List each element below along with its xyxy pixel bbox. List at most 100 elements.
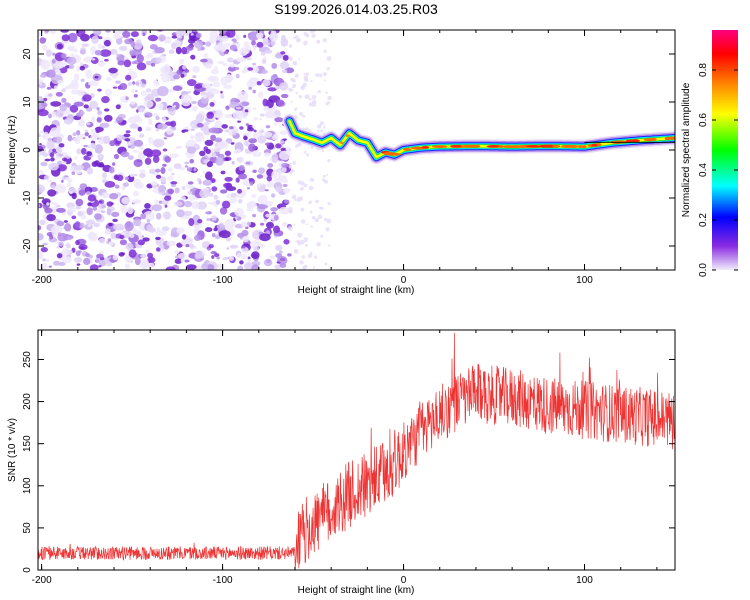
noise-cell <box>275 143 282 149</box>
noise-cell <box>317 214 323 219</box>
noise-cell <box>39 219 46 226</box>
noise-cell <box>193 245 197 249</box>
noise-cell <box>316 219 319 222</box>
noise-cell <box>129 50 136 56</box>
noise-cell <box>120 231 126 235</box>
noise-cell <box>188 30 193 33</box>
noise-cell <box>191 201 200 210</box>
noise-cell <box>123 59 132 68</box>
noise-cell <box>54 184 67 194</box>
noise-cell <box>205 171 213 181</box>
noise-cell <box>211 233 216 238</box>
noise-cell <box>125 96 129 101</box>
noise-cell <box>96 253 104 259</box>
noise-cell <box>91 128 96 135</box>
noise-cell <box>90 133 98 142</box>
ridge-peak <box>630 139 640 143</box>
noise-cell <box>309 177 314 182</box>
noise-cell <box>297 232 303 238</box>
noise-cell <box>195 32 202 39</box>
noise-cell <box>275 186 282 193</box>
noise-cell <box>39 74 47 78</box>
noise-cell <box>243 135 248 141</box>
noise-cell <box>208 192 214 197</box>
noise-cell <box>188 218 195 227</box>
noise-cell <box>39 143 42 146</box>
noise-cell <box>148 118 153 125</box>
noise-cell <box>52 59 56 64</box>
snr-series <box>38 332 675 570</box>
noise-cell <box>85 69 93 79</box>
noise-cell <box>86 207 93 216</box>
noise-cell <box>170 181 178 185</box>
noise-cell <box>214 145 219 149</box>
noise-cell <box>146 93 155 101</box>
noise-cell <box>205 41 212 47</box>
noise-cell <box>268 32 279 42</box>
noise-cell <box>146 154 153 158</box>
noise-cell <box>164 195 172 201</box>
noise-cell <box>309 210 313 214</box>
noise-cell <box>256 81 262 86</box>
noise-cell <box>192 75 197 79</box>
noise-cell <box>176 227 185 234</box>
noise-cell <box>101 192 110 199</box>
noise-cell <box>190 128 195 131</box>
noise-cell <box>51 184 55 189</box>
noise-cell <box>305 72 310 76</box>
noise-cell <box>315 199 319 204</box>
y-tick-label: -20 <box>22 238 33 253</box>
noise-cell <box>233 125 237 130</box>
noise-cell <box>94 213 102 220</box>
noise-cell <box>205 63 212 69</box>
noise-cell <box>70 52 74 57</box>
noise-cell <box>235 34 240 41</box>
noise-cell <box>327 101 331 105</box>
noise-cell <box>220 90 223 94</box>
ridge-peak <box>345 134 350 137</box>
noise-cell <box>52 232 58 237</box>
noise-cell <box>142 261 150 268</box>
noise-cell <box>127 155 134 161</box>
noise-cell <box>79 62 84 67</box>
noise-cell <box>97 61 105 67</box>
noise-cell <box>162 163 167 167</box>
noise-cell <box>46 140 55 150</box>
noise-cell <box>327 202 331 206</box>
noise-cell <box>311 33 316 38</box>
noise-cell <box>184 259 190 263</box>
noise-cell <box>214 120 222 128</box>
x-tick-label: -200 <box>32 275 52 286</box>
noise-cell <box>62 157 68 162</box>
noise-cell <box>91 116 96 123</box>
noise-cell <box>303 150 307 154</box>
noise-cell <box>104 58 109 62</box>
noise-cell <box>214 148 221 153</box>
noise-cell <box>203 94 207 99</box>
y-tick-label: 50 <box>22 522 33 534</box>
noise-cell <box>253 117 259 121</box>
noise-cell <box>186 167 193 172</box>
noise-cell <box>105 30 111 33</box>
noise-cell <box>224 157 229 161</box>
noise-cell <box>223 182 232 189</box>
noise-cell <box>97 110 103 116</box>
noise-cell <box>161 117 167 123</box>
noise-cell <box>262 79 271 87</box>
noise-cell <box>214 137 223 143</box>
noise-cell <box>174 201 183 206</box>
noise-cell <box>41 102 48 108</box>
noise-cell <box>67 32 78 43</box>
ridge-band <box>288 119 675 159</box>
x-tick-label: -100 <box>213 575 233 586</box>
noise-cell <box>283 199 290 204</box>
noise-cell <box>61 53 67 59</box>
noise-cell <box>276 99 285 106</box>
noise-cell <box>40 161 48 167</box>
noise-cell <box>305 96 308 99</box>
noise-cell <box>116 53 120 58</box>
noise-cell <box>308 97 312 101</box>
noise-cell <box>325 91 328 95</box>
